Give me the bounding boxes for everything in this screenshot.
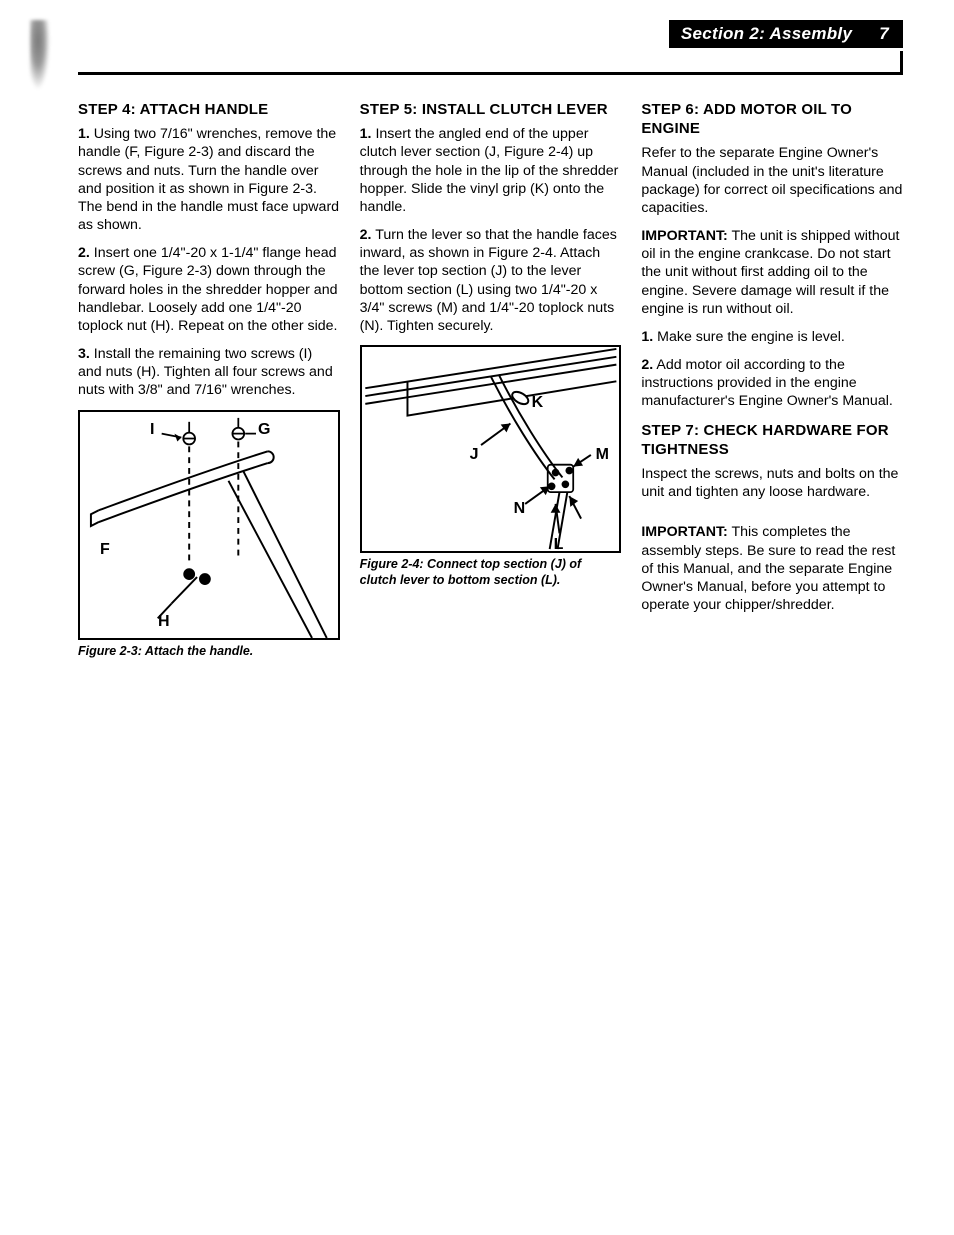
body-text: Insert the angled end of the upper clutc… bbox=[360, 126, 619, 215]
figure-2-3: I G F H bbox=[78, 410, 340, 640]
figure-2-3-caption: Figure 2-3: Attach the handle. bbox=[78, 644, 340, 660]
fig-label-H: H bbox=[158, 612, 170, 632]
body-text: Turn the lever so that the handle faces … bbox=[360, 227, 617, 334]
important-label: IMPORTANT: bbox=[641, 524, 727, 540]
fig-label-F: F bbox=[100, 540, 110, 560]
scan-artifact bbox=[30, 20, 50, 90]
figure-2-3-drawing bbox=[80, 412, 338, 638]
body-text: Make sure the engine is level. bbox=[657, 329, 845, 345]
final-important: IMPORTANT: This completes the assembly s… bbox=[641, 523, 903, 614]
list-number: 1. bbox=[360, 126, 372, 142]
body-text: Add motor oil according to the instructi… bbox=[641, 357, 892, 409]
column-1: STEP 4: ATTACH HANDLE 1. Using two 7/16"… bbox=[78, 100, 340, 659]
step4-para2: 2. Insert one 1/4"-20 x 1-1/4" flange he… bbox=[78, 244, 340, 335]
fig-label-M: M bbox=[596, 445, 609, 465]
list-number: 2. bbox=[641, 357, 653, 373]
body-text: Using two 7/16" wrenches, remove the han… bbox=[78, 126, 339, 233]
step6-heading: STEP 6: ADD MOTOR OIL TO ENGINE bbox=[641, 100, 903, 138]
step4-heading: STEP 4: ATTACH HANDLE bbox=[78, 100, 340, 119]
step6-important: IMPORTANT: The unit is shipped without o… bbox=[641, 227, 903, 318]
step6-item2: 2. Add motor oil according to the instru… bbox=[641, 356, 903, 411]
list-number: 2. bbox=[360, 227, 372, 243]
fig-label-N: N bbox=[514, 499, 526, 519]
step5-para1: 1. Insert the angled end of the upper cl… bbox=[360, 125, 622, 216]
fig-label-J: J bbox=[470, 445, 479, 465]
fig-label-L: L bbox=[554, 535, 564, 555]
top-rule bbox=[78, 72, 903, 75]
step4-para1: 1. Using two 7/16" wrenches, remove the … bbox=[78, 125, 340, 234]
columns: STEP 4: ATTACH HANDLE 1. Using two 7/16"… bbox=[78, 100, 903, 659]
step5-heading: STEP 5: INSTALL CLUTCH LEVER bbox=[360, 100, 622, 119]
section-header-tab: Section 2: Assembly 7 bbox=[669, 20, 903, 48]
list-number: 1. bbox=[78, 126, 90, 142]
list-number: 1. bbox=[641, 329, 653, 345]
body-text: Install the remaining two screws (I) and… bbox=[78, 346, 333, 398]
section-label: Section 2: Assembly bbox=[681, 24, 852, 43]
list-number: 2. bbox=[78, 245, 90, 261]
step5-para2: 2. Turn the lever so that the handle fac… bbox=[360, 226, 622, 335]
column-3: STEP 6: ADD MOTOR OIL TO ENGINE Refer to… bbox=[641, 100, 903, 659]
step7-para: Inspect the screws, nuts and bolts on th… bbox=[641, 465, 903, 501]
figure-2-4-drawing bbox=[362, 347, 620, 551]
figure-2-4-caption: Figure 2-4: Connect top section (J) of c… bbox=[360, 557, 622, 588]
figure-2-4: K J M N L bbox=[360, 345, 622, 553]
list-number: 3. bbox=[78, 346, 90, 362]
fig-label-K: K bbox=[532, 393, 544, 413]
step6-intro: Refer to the separate Engine Owner's Man… bbox=[641, 144, 903, 217]
body-text: Insert one 1/4"-20 x 1-1/4" flange head … bbox=[78, 245, 337, 334]
fig-label-G: G bbox=[258, 420, 270, 440]
page-number: 7 bbox=[879, 24, 889, 44]
step4-para3: 3. Install the remaining two screws (I) … bbox=[78, 345, 340, 400]
step7-heading: STEP 7: CHECK HARDWARE FOR TIGHTNESS bbox=[641, 421, 903, 459]
important-label: IMPORTANT: bbox=[641, 228, 727, 244]
fig-label-I: I bbox=[150, 420, 154, 440]
step6-item1: 1. Make sure the engine is level. bbox=[641, 328, 903, 346]
column-2: STEP 5: INSTALL CLUTCH LEVER 1. Insert t… bbox=[360, 100, 622, 659]
